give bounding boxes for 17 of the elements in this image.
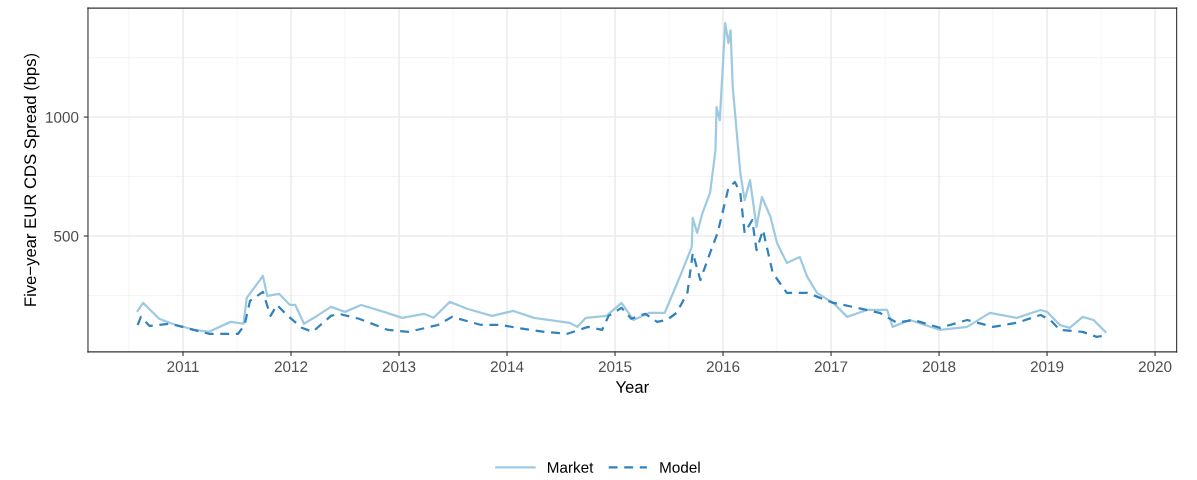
- y-axis-title: Five−year EUR CDS Spread (bps): [23, 53, 40, 306]
- x-tick-label: 2017: [814, 361, 848, 373]
- x-tick-label: 2019: [1030, 361, 1064, 373]
- x-axis-title: Year: [615, 381, 649, 393]
- line-series: [136, 22, 1107, 333]
- y-tick-label: 500: [54, 230, 79, 242]
- x-tick-label: 2012: [274, 361, 308, 373]
- x-tick-label: 2011: [167, 361, 199, 373]
- legend-label: Market: [547, 461, 594, 473]
- legend-label: Model: [660, 461, 700, 473]
- x-tick-label: 2020: [1138, 361, 1172, 373]
- x-tick-label: 2018: [922, 361, 956, 373]
- x-tick-label: 2016: [706, 361, 740, 373]
- x-tick-label: 2015: [598, 361, 632, 373]
- x-tick-label: 2013: [382, 361, 416, 373]
- x-tick-label: 2014: [490, 361, 524, 373]
- y-tick-label: 1000: [46, 111, 79, 123]
